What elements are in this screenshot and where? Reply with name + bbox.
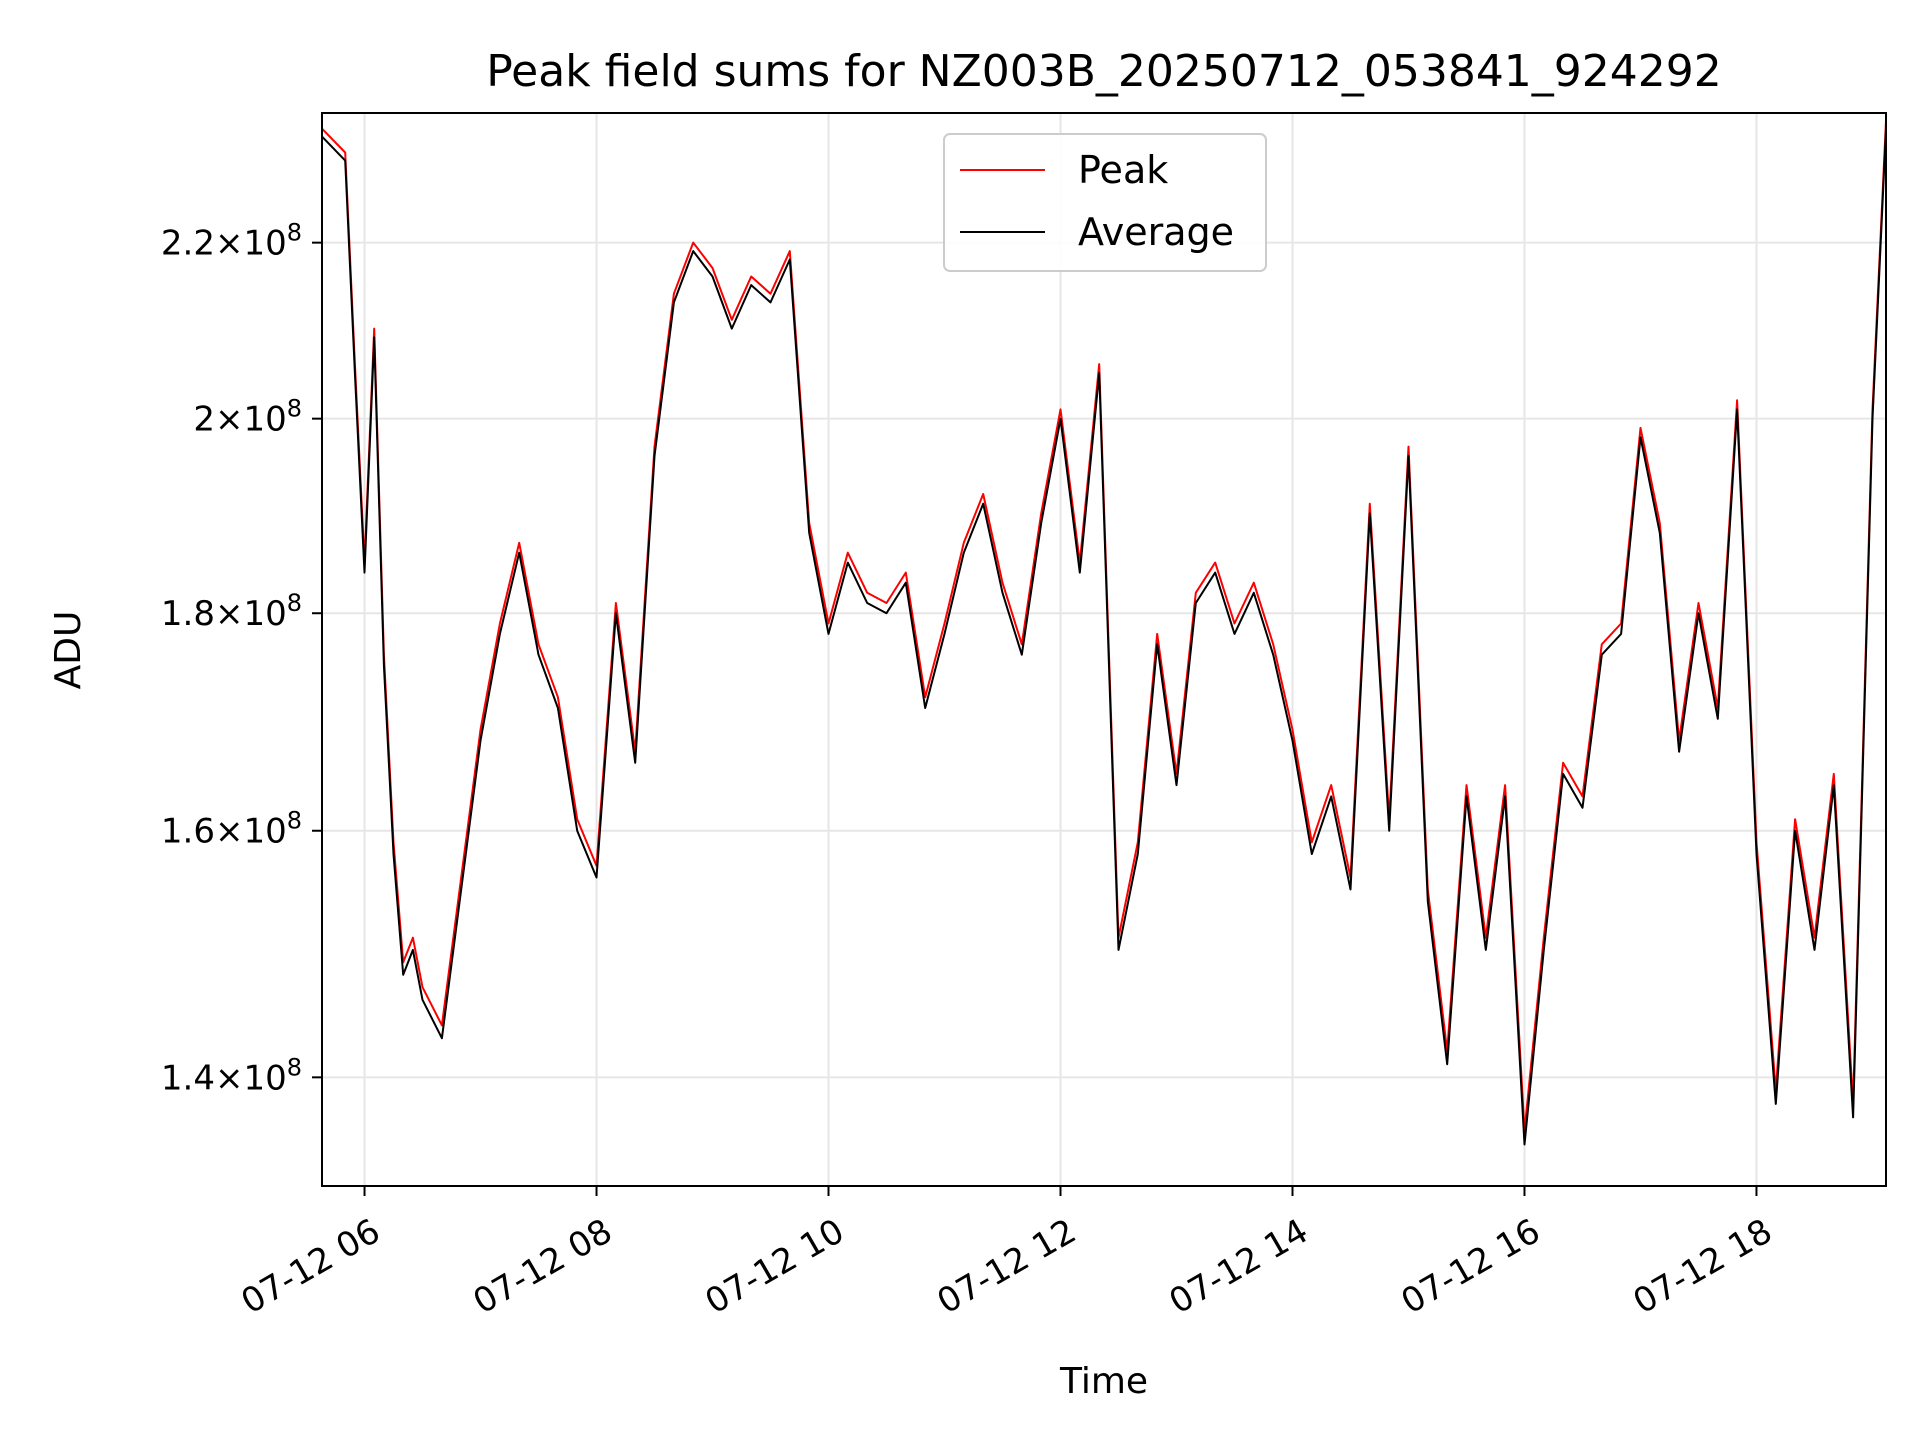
series-group (321, 120, 1887, 1146)
y-axis: 1.4×108 1.6×108 1.8×108 2×108 2.2×108 (161, 219, 322, 1098)
y-tick-label: 1.8×108 (161, 589, 302, 634)
x-tick-label: 07-12 16 (1395, 1211, 1547, 1322)
legend-box (943, 133, 1267, 272)
y-tick-label: 2.2×108 (161, 219, 302, 264)
plot-frame (321, 112, 1887, 1187)
x-tick-label: 07-12 08 (467, 1211, 619, 1322)
x-axis: 07-12 06 07-12 08 07-12 10 07-12 12 07-12 14… (235, 1186, 1779, 1322)
x-tick-label: 07-12 10 (699, 1211, 851, 1322)
x-tick-label: 07-12 14 (1163, 1211, 1315, 1322)
y-tick-label: 1.4×108 (161, 1053, 302, 1098)
y-tick-label: 1.6×108 (161, 807, 302, 852)
grid (322, 113, 1886, 1186)
legend-peak-label: Peak (1078, 148, 1168, 192)
x-tick-label: 07-12 12 (931, 1211, 1083, 1322)
chart-title: Peak field sums for NZ003B_20250712_0538… (486, 46, 1722, 97)
legend-average-label: Average (1078, 210, 1234, 254)
y-tick-label: 2×108 (193, 395, 302, 440)
peak-series-line (321, 120, 1887, 1132)
x-tick-label: 07-12 18 (1627, 1211, 1779, 1322)
legend: Peak Average (943, 133, 1267, 272)
x-axis-title: Time (1059, 1361, 1148, 1402)
average-series-line (321, 128, 1887, 1146)
y-axis-title: ADU (48, 611, 89, 690)
x-tick-label: 07-12 06 (235, 1211, 387, 1322)
